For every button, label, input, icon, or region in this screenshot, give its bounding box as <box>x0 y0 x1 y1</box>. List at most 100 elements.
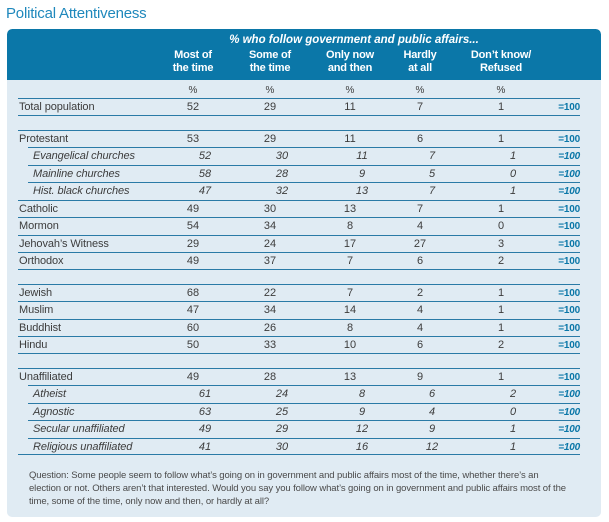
value-most-of-the-time: 41 <box>198 440 212 453</box>
row-total: =100 <box>558 287 580 299</box>
table-row: Evangelical churches 52 30 11 7 1 =100 <box>18 147 580 165</box>
value-some-of-the-time: 26 <box>263 321 277 334</box>
value-dont-know-refused: 0 <box>509 405 517 418</box>
value-most-of-the-time: 49 <box>186 370 200 383</box>
table-row: Mainline churches 58 28 9 5 0 =100 <box>18 164 580 183</box>
table-header-band: % who follow government and public affai… <box>7 29 601 80</box>
value-dont-know-refused: 0 <box>509 167 517 180</box>
row-total: =100 <box>558 221 580 232</box>
row-total: =100 <box>558 322 580 334</box>
value-hardly-at-all: 4 <box>416 304 424 316</box>
row-label: Protestant <box>19 133 69 145</box>
row-total: =100 <box>558 305 580 316</box>
value-some-of-the-time: 30 <box>275 150 289 162</box>
value-only-now-and-then: 12 <box>355 423 369 435</box>
value-most-of-the-time: 50 <box>186 339 200 351</box>
value-only-now-and-then: 8 <box>346 220 354 232</box>
value-dont-know-refused: 1 <box>509 185 517 197</box>
value-hardly-at-all: 6 <box>416 255 424 267</box>
table-card: % who follow government and public affai… <box>7 29 601 517</box>
value-most-of-the-time: 60 <box>186 321 200 334</box>
value-some-of-the-time: 32 <box>275 185 289 197</box>
value-some-of-the-time: 29 <box>275 423 289 435</box>
value-dont-know-refused: 1 <box>497 101 505 113</box>
value-hardly-at-all: 4 <box>416 220 424 232</box>
value-hardly-at-all: 5 <box>428 167 436 180</box>
row-total: =100 <box>558 186 580 197</box>
value-some-of-the-time: 33 <box>263 339 277 351</box>
row-total: =100 <box>558 340 580 351</box>
row-total: =100 <box>558 256 580 267</box>
value-most-of-the-time: 54 <box>186 220 200 232</box>
value-some-of-the-time: 30 <box>263 202 277 215</box>
value-hardly-at-all: 2 <box>416 286 424 299</box>
table-row: Hindu 50 33 10 6 2 =100 <box>18 336 580 354</box>
value-hardly-at-all: 9 <box>428 423 436 435</box>
table-row: Secular unaffiliated 49 29 12 9 1 =100 <box>18 420 580 438</box>
table-row: Unaffiliated 49 28 13 9 1 =100 <box>18 367 580 386</box>
value-hardly-at-all: 4 <box>416 321 424 334</box>
table-row: Total population 52 29 11 7 1 =100 <box>18 98 580 116</box>
value-most-of-the-time: 49 <box>186 255 200 267</box>
value-some-of-the-time: 24 <box>263 237 277 250</box>
row-label: Total population <box>19 102 95 113</box>
question-footnote: Question: Some people seem to follow wha… <box>29 470 566 507</box>
row-total: =100 <box>558 238 580 250</box>
value-only-now-and-then: 9 <box>358 167 366 180</box>
row-label: Hist. black churches <box>33 186 130 197</box>
value-only-now-and-then: 10 <box>343 339 357 351</box>
row-total: =100 <box>558 389 580 400</box>
row-label: Secular unaffiliated <box>33 424 125 435</box>
percent-sign: % <box>345 84 355 96</box>
value-hardly-at-all: 4 <box>428 405 436 418</box>
table-sections: Total population 52 29 11 7 1 =100 Prote… <box>18 98 580 455</box>
value-only-now-and-then: 8 <box>358 388 366 400</box>
row-total: =100 <box>558 151 580 162</box>
value-most-of-the-time: 47 <box>186 304 200 316</box>
table-body: % % % % % Total population 52 29 11 7 1 … <box>7 80 601 517</box>
value-hardly-at-all: 7 <box>416 202 424 215</box>
value-dont-know-refused: 3 <box>497 237 505 250</box>
value-dont-know-refused: 1 <box>497 370 505 383</box>
row-total: =100 <box>558 441 580 453</box>
value-most-of-the-time: 53 <box>186 132 200 145</box>
value-only-now-and-then: 17 <box>343 237 357 250</box>
value-some-of-the-time: 29 <box>263 101 277 113</box>
value-hardly-at-all: 9 <box>416 370 424 383</box>
value-some-of-the-time: 24 <box>275 388 289 400</box>
row-total: =100 <box>558 133 580 145</box>
value-dont-know-refused: 1 <box>509 150 517 162</box>
value-dont-know-refused: 2 <box>509 388 517 400</box>
row-label: Agnostic <box>33 406 75 418</box>
value-dont-know-refused: 1 <box>509 440 517 453</box>
value-some-of-the-time: 28 <box>275 167 289 180</box>
value-only-now-and-then: 11 <box>344 101 356 113</box>
value-only-now-and-then: 13 <box>343 202 357 215</box>
value-most-of-the-time: 63 <box>198 405 212 418</box>
value-most-of-the-time: 47 <box>198 185 212 197</box>
table-header-title: % who follow government and public affai… <box>229 34 479 46</box>
value-dont-know-refused: 0 <box>497 220 505 232</box>
row-label: Unaffiliated <box>19 371 73 383</box>
page-title: Political Attentiveness <box>6 5 147 22</box>
value-dont-know-refused: 1 <box>497 321 505 334</box>
table-row: Protestant 53 29 11 6 1 =100 <box>18 129 580 148</box>
column-header-row: Most of the time Some of the time Only n… <box>18 49 580 74</box>
percent-sign: % <box>265 84 275 96</box>
percent-sign: % <box>188 84 198 96</box>
row-label: Jehovah’s Witness <box>19 238 109 250</box>
percent-sign: % <box>496 84 506 96</box>
table-row: Religious unaffiliated 41 30 16 12 1 =10… <box>18 437 580 456</box>
value-only-now-and-then: 14 <box>343 304 357 316</box>
value-most-of-the-time: 49 <box>198 423 212 435</box>
unit-row: % % % % % <box>18 80 580 98</box>
row-label: Atheist <box>33 389 66 400</box>
row-total: =100 <box>558 371 580 383</box>
row-total: =100 <box>558 168 580 180</box>
table-row: Orthodox 49 37 7 6 2 =100 <box>18 252 580 270</box>
table-row: Buddhist 60 26 8 4 1 =100 <box>18 318 580 337</box>
value-dont-know-refused: 2 <box>497 339 505 351</box>
value-some-of-the-time: 25 <box>275 405 289 418</box>
value-most-of-the-time: 68 <box>186 286 200 299</box>
table-row: Jehovah’s Witness 29 24 17 27 3 =100 <box>18 234 580 253</box>
